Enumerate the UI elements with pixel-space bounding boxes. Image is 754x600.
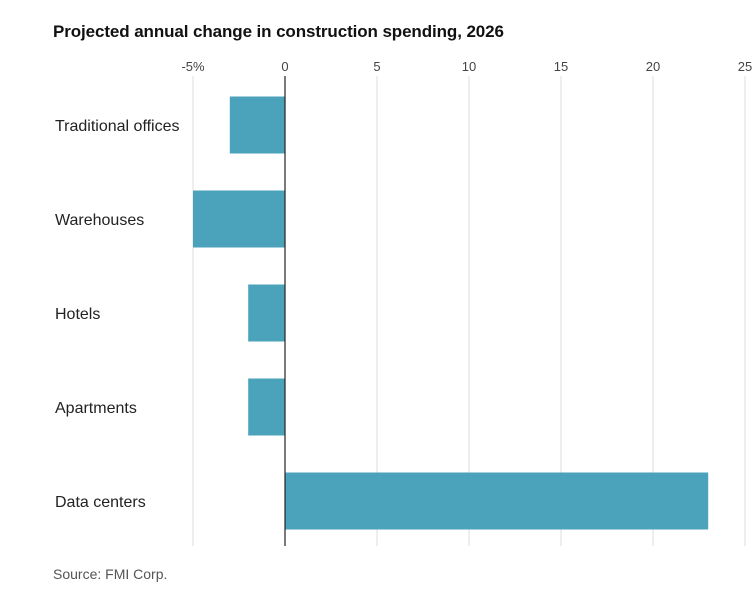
category-label-layer: Traditional offices Warehouses Hotels Apart… xyxy=(55,118,180,511)
category-label: Warehouses xyxy=(55,212,144,229)
x-tick-label: 5 xyxy=(373,59,380,74)
bar xyxy=(229,96,285,154)
source-note: Source: FMI Corp. xyxy=(53,566,168,582)
category-label: Apartments xyxy=(55,400,137,417)
chart-title: Projected annual change in construction … xyxy=(53,22,504,41)
bar-chart: -5% 0 5 10 15 20 25 Traditional offices Warehou… xyxy=(55,59,752,546)
x-tick-label: -5% xyxy=(181,59,205,74)
bar-layer xyxy=(193,96,709,530)
x-tick-label: 15 xyxy=(554,59,568,74)
x-tick-label: 25 xyxy=(738,59,752,74)
grid-layer xyxy=(192,76,746,546)
category-label: Traditional offices xyxy=(55,118,180,135)
category-label: Hotels xyxy=(55,306,100,323)
bar xyxy=(285,472,709,530)
bar xyxy=(248,284,285,342)
bar xyxy=(248,378,285,436)
x-tick-label: 20 xyxy=(646,59,660,74)
x-tick-label: 10 xyxy=(462,59,476,74)
category-label: Data centers xyxy=(55,494,146,511)
bar xyxy=(193,190,285,248)
x-tick-label: 0 xyxy=(281,59,288,74)
tick-label-layer: -5% 0 5 10 15 20 25 xyxy=(181,59,752,74)
